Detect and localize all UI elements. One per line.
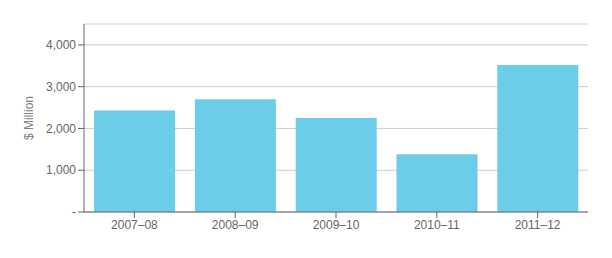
svg-text:2010–11: 2010–11 [414,218,460,232]
svg-text:2008–09: 2008–09 [212,218,259,232]
svg-text:2011–12: 2011–12 [515,218,561,232]
svg-text:2,000: 2,000 [46,122,76,136]
svg-text:-: - [72,205,76,219]
svg-text:3,000: 3,000 [46,80,76,94]
svg-text:2007–08: 2007–08 [111,218,158,232]
svg-text:2009–10: 2009–10 [313,218,360,232]
svg-text:$ Million: $ Million [22,96,36,140]
svg-text:1,000: 1,000 [46,163,76,177]
svg-text:4,000: 4,000 [46,38,76,52]
